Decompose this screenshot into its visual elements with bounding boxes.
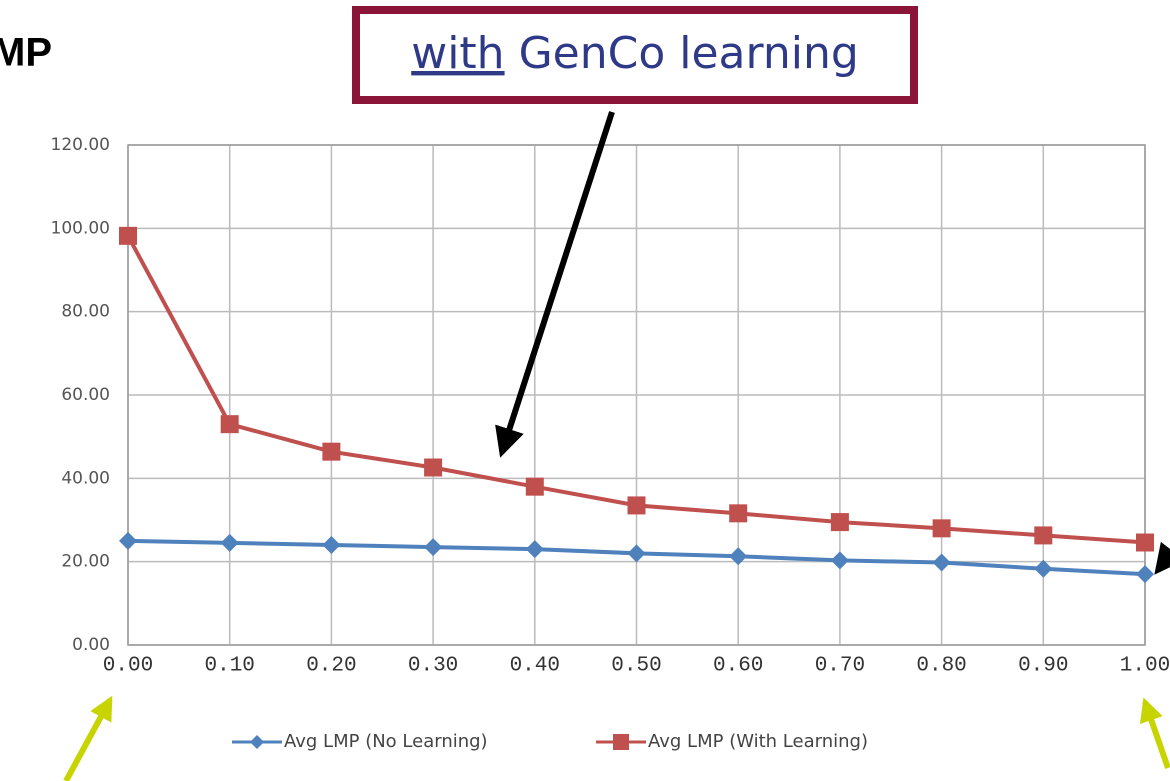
- marker: [525, 540, 544, 559]
- marker: [729, 504, 748, 523]
- marker: [1136, 533, 1154, 552]
- marker: [1136, 565, 1154, 584]
- annotation-underlined: with: [411, 28, 504, 79]
- marker: [220, 533, 239, 552]
- x-tick-label: 0.70: [815, 655, 865, 678]
- marker: [1034, 559, 1053, 578]
- x-tick-label: 0.30: [408, 655, 458, 678]
- legend-label: Avg LMP (No Learning): [284, 731, 488, 752]
- x-tick-label: 0.50: [611, 655, 661, 678]
- x-tick-label: 0.80: [916, 655, 966, 678]
- y-tick-label: 100.00: [51, 218, 110, 238]
- y-tick-label: 120.00: [51, 135, 110, 155]
- legend-marker: [613, 734, 629, 750]
- marker: [119, 226, 137, 245]
- marker: [525, 477, 544, 496]
- marker: [119, 531, 137, 550]
- marker: [830, 551, 849, 570]
- x-tick-label: 1.00: [1120, 655, 1170, 678]
- annotation-box: [352, 6, 918, 104]
- marker: [220, 415, 239, 434]
- marker: [627, 496, 646, 515]
- x-tick-label: 0.10: [204, 655, 254, 678]
- y-tick-label: 20.00: [61, 552, 110, 572]
- y-tick-label: 0.00: [72, 635, 110, 655]
- marker: [932, 553, 951, 572]
- marker: [627, 544, 646, 563]
- x-tick-label: 0.00: [103, 655, 153, 678]
- x-tick-label: 0.40: [510, 655, 560, 678]
- marker: [932, 519, 951, 538]
- marker: [830, 513, 849, 532]
- annotation: with GenCo learning: [411, 28, 859, 79]
- arrow: [1139, 697, 1170, 769]
- y-tick-label: 60.00: [61, 385, 110, 405]
- y-tick-label: 40.00: [61, 468, 110, 488]
- legend-marker: [250, 735, 264, 749]
- annotation-text: GenCo learning: [519, 28, 859, 79]
- arrow: [495, 111, 615, 458]
- x-tick-label: 0.20: [306, 655, 356, 678]
- arrow: [1154, 541, 1170, 575]
- marker: [729, 547, 748, 566]
- marker: [1034, 526, 1053, 545]
- x-tick-label: 0.90: [1018, 655, 1068, 678]
- y-tick-label: 80.00: [61, 302, 110, 322]
- marker: [322, 536, 341, 554]
- chart-title: MP: [0, 31, 52, 75]
- marker: [424, 458, 443, 477]
- plot: 0.00 20.00 40.00 60.00 80.00 100.00 120.00 0.00…: [51, 135, 1170, 752]
- legend-label: Avg LMP (With Learning): [648, 731, 868, 752]
- marker: [424, 538, 443, 557]
- marker: [322, 442, 341, 461]
- x-tick-label: 0.60: [713, 655, 763, 678]
- plot-border: [127, 144, 1146, 646]
- arrow: [63, 695, 113, 781]
